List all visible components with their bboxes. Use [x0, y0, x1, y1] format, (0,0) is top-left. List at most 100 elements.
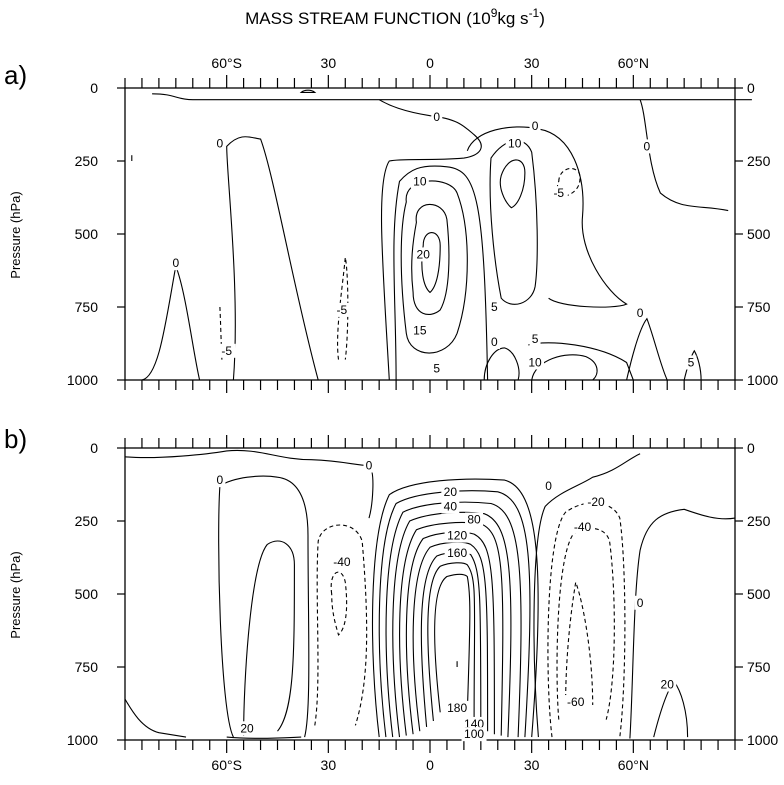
contour-label: 15 [413, 323, 427, 337]
contour-label-bg [570, 519, 595, 534]
contour-line [330, 571, 348, 636]
contour-label: 0 [637, 306, 644, 320]
y-tick-label-right: 250 [747, 513, 771, 529]
contour-label-bg [465, 512, 484, 527]
contour-label-bg [444, 528, 470, 543]
x-tick-label: 60°S [211, 55, 242, 71]
y-tick-label-left: 250 [75, 153, 99, 169]
contour-label: 5 [491, 300, 498, 314]
contour-label: 100 [464, 727, 484, 741]
y-tick-label-left: 1000 [67, 372, 98, 388]
contour-label: 180 [447, 701, 467, 715]
contour-line [124, 698, 187, 738]
contour-line [411, 203, 450, 315]
contour-label-bg [431, 361, 443, 376]
contour-label-bg [685, 355, 697, 370]
contour-label-bg [634, 595, 646, 610]
contour-line [626, 317, 668, 381]
contour-line [483, 347, 520, 381]
contour-label-bg [441, 484, 460, 499]
contour-label-bg [658, 677, 677, 692]
contour-label-bg [329, 554, 355, 569]
contour-label: 0 [217, 473, 224, 487]
contour-line [226, 136, 319, 381]
contour-lines [131, 89, 752, 381]
contour-label-bg [444, 700, 470, 715]
x-tick-label: 30 [321, 757, 337, 773]
x-tick-label: 30 [524, 55, 540, 71]
contour-line [243, 540, 295, 736]
contour-label-bg [529, 332, 541, 347]
x-tick-label: 0 [426, 757, 434, 773]
plot-frame [124, 87, 736, 381]
contour-label-bg [214, 473, 226, 488]
contour-line [533, 453, 641, 738]
contour-line [399, 521, 504, 736]
contour-label: 0 [217, 136, 224, 150]
contour-line [421, 232, 441, 294]
contour-label-bg [526, 355, 545, 370]
contour-line [489, 140, 538, 305]
y-tick-label-right: 500 [747, 226, 771, 242]
contour-label: 80 [467, 513, 481, 527]
x-tick-label: 30 [524, 757, 540, 773]
panel-label: a) [4, 60, 27, 90]
contour-label: 20 [240, 721, 254, 735]
contour-label: 0 [644, 139, 651, 153]
contour-line [556, 527, 615, 720]
contour-label-bg [529, 118, 541, 133]
contour-label: 0 [433, 110, 440, 124]
contour-label: 0 [637, 596, 644, 610]
contour-line [152, 93, 752, 101]
y-tick-label-right: 750 [747, 659, 771, 675]
contour-label-bg [410, 323, 429, 338]
contour-label: -5 [337, 303, 348, 317]
contour-label-bg [238, 721, 256, 736]
contour-line [141, 264, 201, 381]
y-tick-label-right: 500 [747, 586, 771, 602]
contour-line [499, 159, 526, 209]
y-tick-label-right: 0 [747, 440, 755, 456]
contour-label: 20 [661, 678, 675, 692]
contour-label: 20 [417, 247, 431, 261]
contour-line [639, 99, 729, 212]
contour-label: 40 [444, 499, 458, 513]
contour-label-bg [461, 727, 487, 742]
contour-label: 0 [491, 335, 498, 349]
x-tick-label: 60°N [618, 757, 649, 773]
contour-line [400, 180, 468, 354]
y-tick-label-left: 500 [75, 586, 99, 602]
contour-label-bg [488, 335, 500, 350]
y-tick-label-left: 500 [75, 226, 99, 242]
contour-label: 20 [444, 485, 458, 499]
y-tick-label-left: 750 [75, 299, 99, 315]
contour-line [371, 478, 539, 738]
contour-label-bg [363, 458, 375, 473]
y-tick-label-left: 1000 [67, 732, 98, 748]
contour-label-bg [543, 478, 555, 493]
contour-line [565, 580, 594, 706]
contour-label: 10 [413, 174, 427, 188]
contour-line [427, 562, 476, 722]
contour-line [629, 508, 736, 739]
contour-label-bg [332, 302, 351, 317]
x-tick-label: 60°N [618, 55, 649, 71]
contour-label-bg [444, 546, 470, 561]
contour-label: 5 [433, 361, 440, 375]
contour-label-bg [414, 247, 433, 262]
contour-line [124, 449, 374, 519]
y-tick-label-left: 0 [90, 440, 98, 456]
contour-label: -40 [574, 520, 592, 534]
contour-label: 10 [528, 355, 542, 369]
contour-label-bg [563, 695, 589, 710]
contour-line [434, 573, 471, 713]
contour-label-bg [214, 136, 226, 151]
contour-label-bg [641, 139, 653, 154]
contour-label: 5 [688, 355, 695, 369]
contour-label-bg [217, 343, 236, 358]
contour-label: 0 [532, 119, 539, 133]
y-axis-label: Pressure (hPa) [8, 551, 23, 638]
